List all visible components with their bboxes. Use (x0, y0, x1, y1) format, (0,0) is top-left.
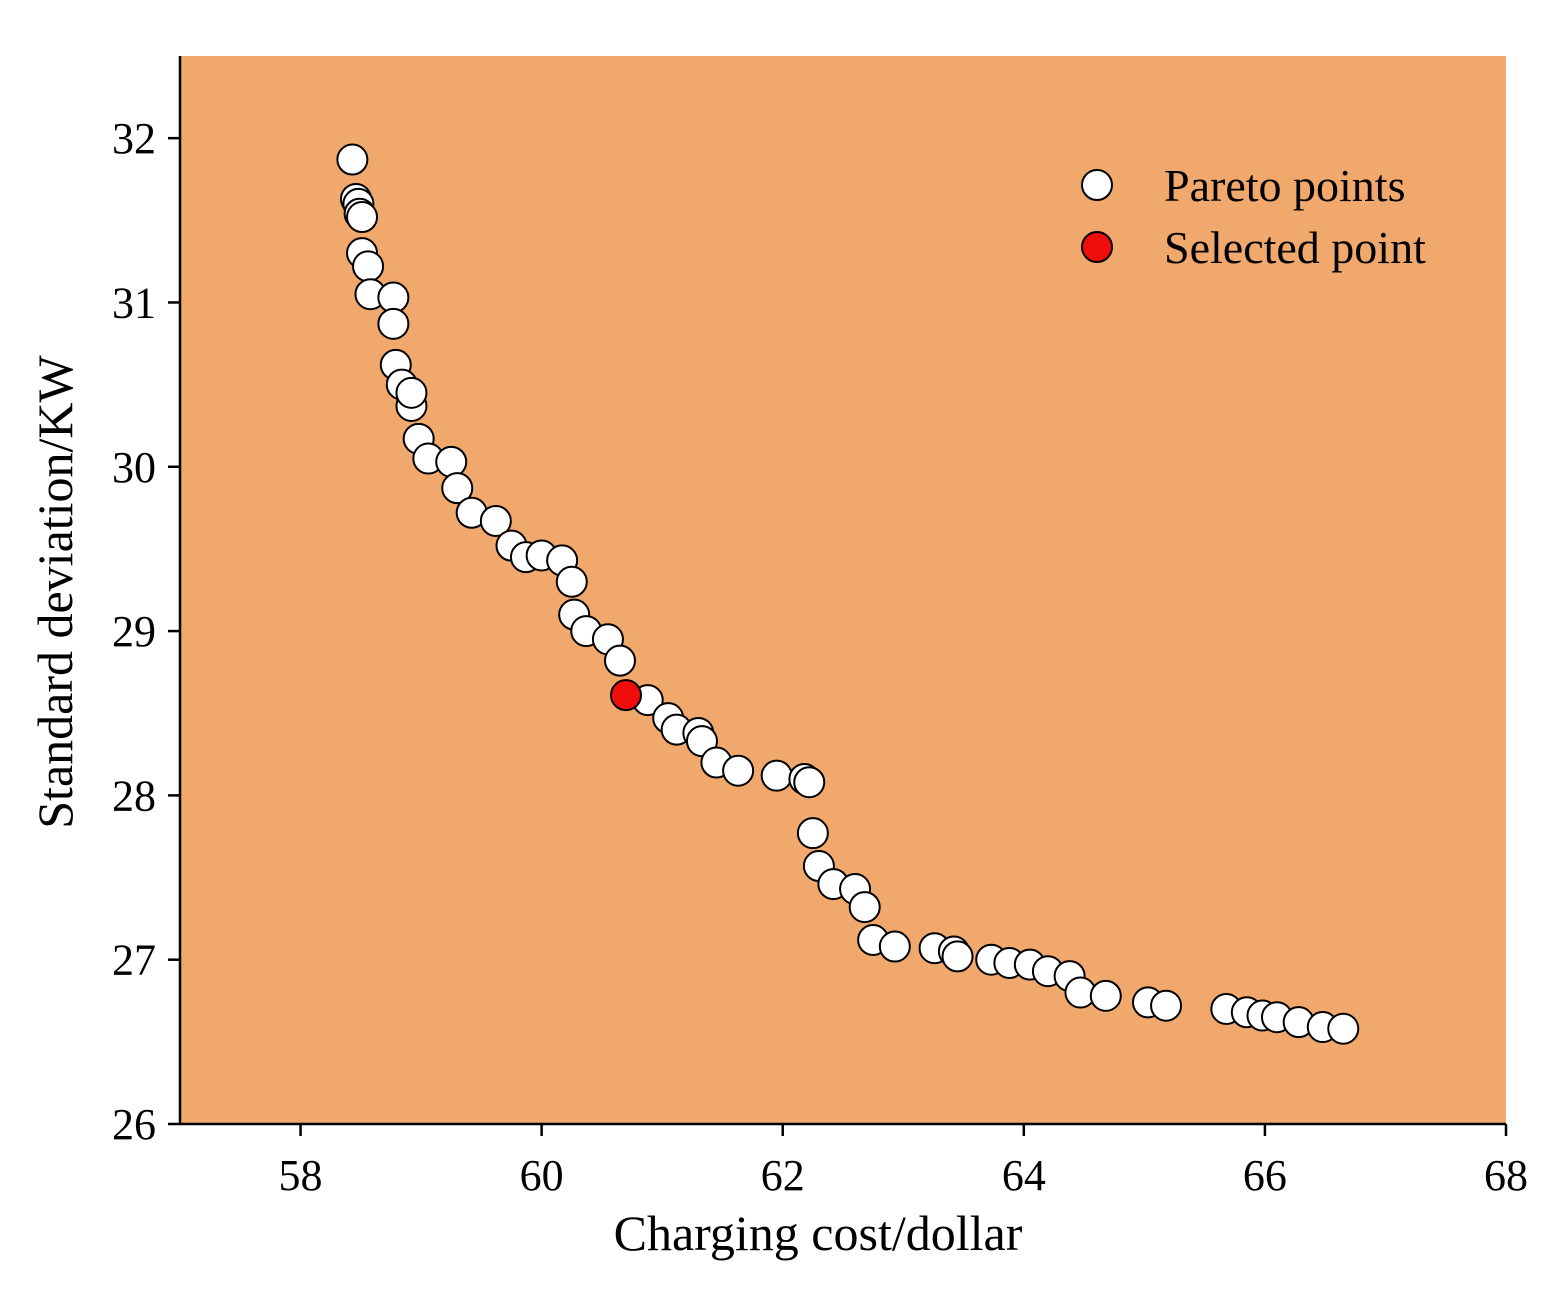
pareto-point (352, 250, 385, 283)
y-tick-label: 30 (112, 443, 156, 492)
y-tick-label: 28 (112, 771, 156, 820)
y-tick-label: 27 (112, 936, 156, 985)
y-tick-label: 31 (112, 278, 156, 327)
pareto-point (377, 307, 410, 340)
pareto-point (848, 891, 881, 924)
pareto-point (435, 445, 468, 478)
pareto-point (479, 504, 512, 537)
y-tick-label: 29 (112, 607, 156, 656)
data-points (336, 143, 1360, 1045)
legend-label-pareto: Pareto points (1164, 160, 1405, 211)
pareto-point (760, 759, 793, 792)
y-tick-label: 26 (112, 1100, 156, 1149)
pareto-point (1089, 979, 1122, 1012)
pareto-point (1150, 989, 1183, 1022)
pareto-point (796, 817, 829, 850)
y-axis-title: Standard deviation/KW (27, 354, 83, 828)
x-tick-label: 58 (279, 1151, 323, 1200)
pareto-point (346, 201, 379, 234)
pareto-point (395, 376, 428, 409)
pareto-point (941, 940, 974, 973)
legend-label-selected: Selected point (1164, 222, 1426, 273)
x-axis-title: Charging cost/dollar (614, 1205, 1023, 1261)
pareto-point (336, 143, 369, 176)
pareto-point (441, 472, 474, 505)
pareto-point (878, 930, 911, 963)
pareto-point (555, 565, 588, 598)
axes: 58 60 62 64 66 68 26 27 28 29 30 31 32 (112, 56, 1528, 1200)
x-tick-label: 60 (520, 1151, 564, 1200)
x-tick-label: 62 (761, 1151, 805, 1200)
plot-area (180, 56, 1506, 1124)
legend-marker-selected (1081, 231, 1113, 263)
x-tick-label: 66 (1243, 1151, 1287, 1200)
pareto-point (603, 644, 636, 677)
legend: Pareto points Selected point (1081, 160, 1426, 273)
pareto-point (722, 754, 755, 787)
x-tick-label: 68 (1484, 1151, 1528, 1200)
y-tick-label: 32 (112, 114, 156, 163)
legend-marker-pareto (1081, 169, 1113, 201)
x-tick-label: 64 (1002, 1151, 1046, 1200)
selected-point (610, 679, 643, 712)
pareto-point (1327, 1012, 1360, 1045)
pareto-point (793, 766, 826, 799)
